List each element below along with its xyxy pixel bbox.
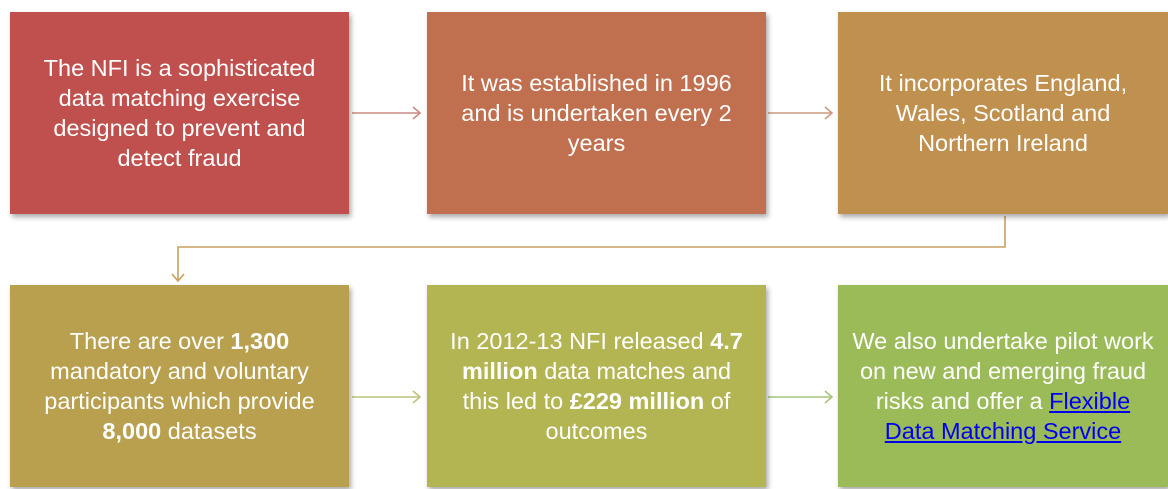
arrow — [768, 106, 834, 120]
process-box: The NFI is a sophisticated data matching… — [10, 12, 349, 214]
arrow — [768, 390, 834, 404]
text: In 2012-13 NFI released — [450, 328, 711, 354]
arrow — [171, 216, 1006, 283]
process-box: In 2012-13 NFI released 4.7 million data… — [427, 285, 766, 487]
bold-text: 1,300 — [230, 328, 290, 354]
text: of outcomes — [545, 388, 731, 444]
text: data matches and this led to — [462, 358, 732, 414]
bold-text: £229 million — [569, 388, 705, 414]
process-box: There are over 1,300 mandatory and volun… — [10, 285, 349, 487]
bold-text: 4.7 million — [461, 328, 743, 384]
process-box: We also undertake pilot work on new and … — [838, 285, 1168, 487]
bold-text: 8,000 — [102, 418, 162, 444]
text: It incorporates England, Wales, Scotland… — [878, 70, 1128, 156]
link[interactable]: Flexible Data Matching Service — [884, 388, 1131, 444]
text: The NFI is a sophisticated data matching… — [43, 55, 316, 171]
text: There are over — [69, 328, 231, 354]
text: mandatory and voluntary participants whi… — [44, 358, 315, 414]
arrow — [352, 390, 422, 404]
text: We also undertake pilot work on new and … — [852, 328, 1154, 414]
process-box: It was established in 1996 and is undert… — [427, 12, 766, 214]
text: datasets — [161, 418, 257, 444]
arrow — [352, 106, 422, 120]
process-box: It incorporates England, Wales, Scotland… — [838, 12, 1168, 214]
text: It was established in 1996 and is undert… — [461, 70, 732, 156]
